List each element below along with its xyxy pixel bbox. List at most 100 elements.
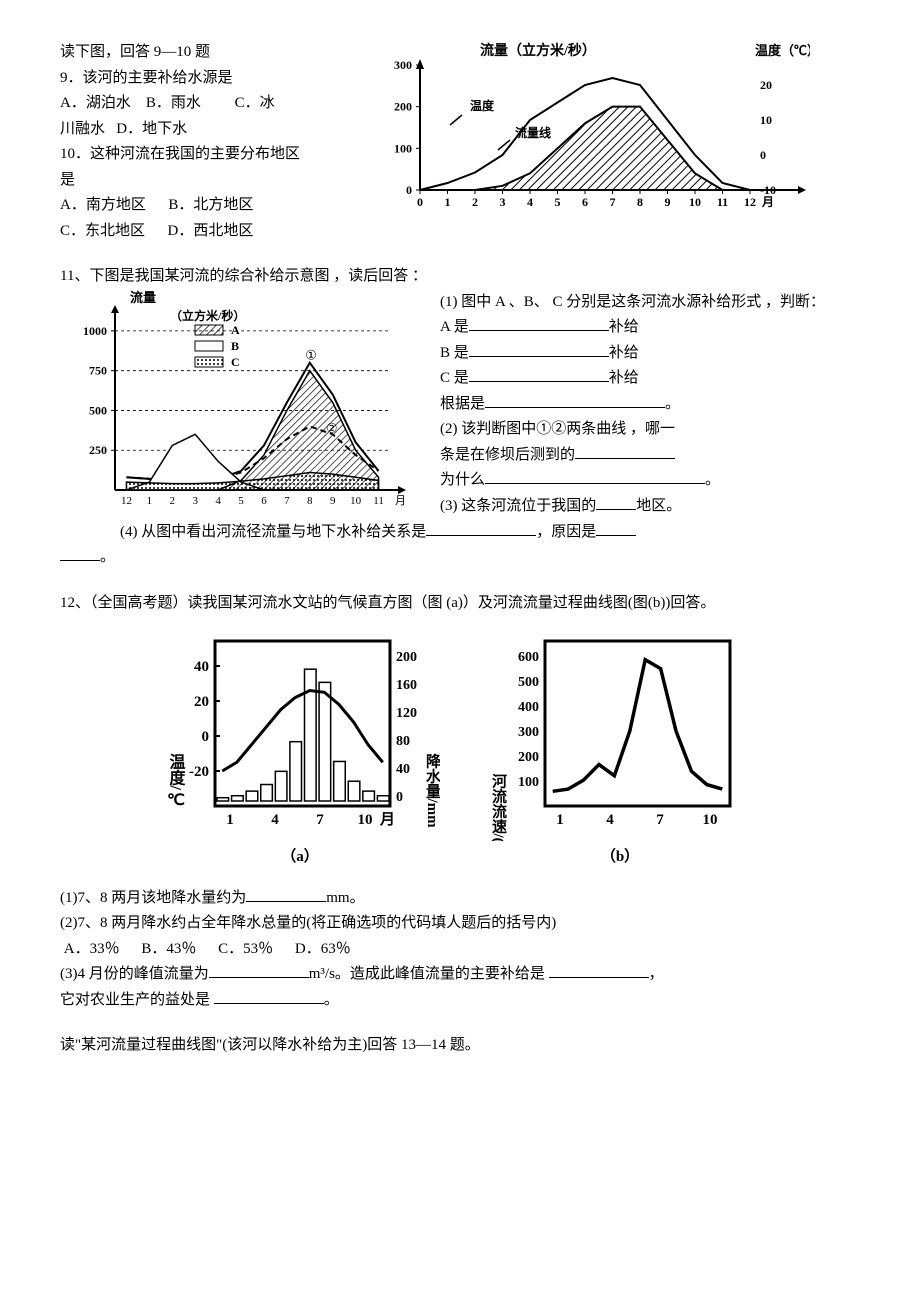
svg-text:河流流速/(m³·s⁻¹): 河流流速/(m³·s⁻¹)	[490, 773, 507, 841]
q11-sub2a: (2) 该判断图中①②两条曲线 ，哪一	[440, 417, 860, 443]
svg-text:11: 11	[717, 195, 728, 209]
q9-10-block: 读下图，回答 9—10 题 9．该河的主要补给水源是 A．湖泊水 B．雨水 C．…	[60, 40, 860, 244]
svg-text:11: 11	[373, 495, 384, 507]
svg-text:8: 8	[307, 495, 313, 507]
chart2-svg: 流量（立方米/秒）1000750500250121234567891011月AB…	[60, 290, 410, 520]
svg-text:160: 160	[396, 678, 417, 693]
fig-b-container: 河流流速/(m³·s⁻¹)60050040030020010014710 （b）	[480, 631, 760, 871]
q10-options-line1: A．南方地区 B．北方地区	[60, 193, 360, 219]
svg-text:10: 10	[760, 113, 772, 127]
q10-stem1: 10．这种河流在我国的主要分布地区	[60, 142, 360, 168]
q10-stem2: 是	[60, 168, 360, 194]
q10-optA: A．南方地区	[60, 197, 146, 213]
svg-text:降水量/mm: 降水量/mm	[424, 753, 440, 828]
q12-sub2: (2)7、8 两月降水约占全年降水总量的(将正确选项的代码填人题后的括号内)	[60, 911, 860, 937]
svg-text:100: 100	[518, 775, 539, 790]
q11-b-is: B 是	[440, 345, 469, 361]
period: 。	[705, 472, 720, 488]
svg-text:10: 10	[350, 495, 362, 507]
svg-text:0: 0	[396, 790, 403, 805]
svg-text:流量线: 流量线	[515, 125, 551, 140]
blank	[469, 315, 609, 331]
svg-text:1: 1	[226, 812, 234, 828]
svg-text:10: 10	[358, 812, 373, 828]
q11-sub3-line: (3) 这条河流位于我国的地区。	[440, 494, 860, 520]
q12-sub1: (1)7、8 两月该地降水量约为	[60, 890, 246, 906]
q12-sub3d-line: 它对农业生产的益处是 。	[60, 988, 860, 1014]
q12-sub3c: ，	[649, 966, 664, 982]
q10-optC: C．东北地区	[60, 223, 145, 239]
svg-text:40: 40	[396, 762, 410, 777]
svg-text:-20: -20	[189, 764, 209, 780]
period: 。	[100, 549, 115, 565]
q13-intro-block: 读"某河流量过程曲线图"(该河以降水补给为主)回答 13—14 题。	[60, 1033, 860, 1059]
svg-text:100: 100	[394, 141, 412, 155]
svg-text:4: 4	[271, 812, 279, 828]
svg-text:5: 5	[555, 195, 561, 209]
svg-text:0: 0	[406, 183, 412, 197]
svg-text:200: 200	[518, 750, 539, 765]
q11-sub2b-line: 条是在修坝后测到的	[440, 443, 860, 469]
period: 。	[665, 396, 680, 412]
svg-text:20: 20	[194, 694, 209, 710]
q11-a-line: A 是 补给	[440, 315, 860, 341]
svg-text:4: 4	[527, 195, 533, 209]
blank	[246, 886, 326, 902]
q9-optC: C．冰	[235, 95, 275, 111]
q13-intro: 读"某河流量过程曲线图"(该河以降水补给为主)回答 13—14 题。	[60, 1033, 860, 1059]
svg-text:7: 7	[610, 195, 616, 209]
svg-text:6: 6	[582, 195, 588, 209]
q9-optC2: 川融水	[60, 121, 105, 137]
q11-supply: 补给	[609, 345, 639, 361]
q12-sub3-line: (3)4 月份的峰值流量为m³/s。造成此峰值流量的主要补给是 ，	[60, 962, 860, 988]
q11-supply: 补给	[609, 319, 639, 335]
svg-text:（立方米/秒）: （立方米/秒）	[170, 308, 245, 323]
chart1-svg: 流量（立方米/秒）温度（℃）300200100020100-1001234567…	[380, 40, 810, 220]
q10-options-line2: C．东北地区 D．西北地区	[60, 219, 360, 245]
svg-text:9: 9	[665, 195, 671, 209]
svg-text:温度（℃）: 温度（℃）	[755, 43, 810, 58]
q11-tail-line: 。	[60, 545, 860, 571]
q9-stem: 9．该河的主要补给水源是	[60, 66, 360, 92]
period: 。	[324, 992, 339, 1008]
blank	[549, 962, 649, 978]
q12-intro: 12、（全国高考题）读我国某河流水文站的气候直方图（图 (a)）及河流流量过程曲…	[60, 591, 860, 617]
svg-text:8: 8	[637, 195, 643, 209]
svg-text:月: 月	[395, 495, 406, 507]
q12-block: 12、（全国高考题）读我国某河流水文站的气候直方图（图 (a)）及河流流量过程曲…	[60, 591, 860, 1014]
q11-sub4a: (4) 从图中看出河流径流量与地下水补给关系是	[120, 524, 426, 540]
q11-sub1: (1) 图中 A 、B、 C 分别是这条河流水源补给形式 ，判断：	[440, 290, 860, 316]
svg-text:C: C	[231, 355, 240, 369]
fig-a-label: （a）	[160, 845, 440, 871]
svg-text:①: ①	[305, 347, 317, 362]
q11-text: (1) 图中 A 、B、 C 分别是这条河流水源补给形式 ，判断： A 是补给 …	[440, 290, 860, 520]
svg-text:5: 5	[238, 495, 244, 507]
q11-sub4-line: (4) 从图中看出河流径流量与地下水补给关系是，原因是	[120, 520, 860, 546]
svg-text:0: 0	[417, 195, 423, 209]
chart1-container: 流量（立方米/秒）温度（℃）300200100020100-1001234567…	[380, 40, 860, 244]
q11-why-line: 为什么 。	[440, 468, 860, 494]
svg-text:300: 300	[518, 725, 539, 740]
q11-a-is: A 是	[440, 319, 469, 335]
blank	[469, 341, 609, 357]
svg-text:500: 500	[89, 403, 107, 417]
svg-text:6: 6	[261, 495, 267, 507]
q12-figures: 温度/℃40200-2020016012080400降水量/mm14710月 （…	[60, 631, 860, 871]
q11-block: 11、下图是我国某河流的综合补给示意图 ，读后回答 ： 流量（立方米/秒）100…	[60, 264, 860, 571]
q11-c-line: C 是补给	[440, 366, 860, 392]
svg-text:流量（立方米/秒）: 流量（立方米/秒）	[480, 42, 596, 59]
svg-text:80: 80	[396, 734, 410, 749]
q11-sub3: (3) 这条河流位于我国的	[440, 498, 596, 514]
q11-blank	[469, 366, 609, 382]
svg-text:10: 10	[703, 812, 718, 828]
q10-optB: B．北方地区	[168, 197, 253, 213]
q9-intro: 读下图，回答 9—10 题	[60, 40, 360, 66]
q11-why: 为什么	[440, 472, 485, 488]
svg-text:400: 400	[518, 700, 539, 715]
svg-text:②: ②	[326, 420, 338, 435]
q12-sub3a: (3)4 月份的峰值流量为	[60, 966, 209, 982]
blank	[575, 443, 675, 459]
q9-optA: A．湖泊水	[60, 95, 131, 111]
svg-text:3: 3	[192, 495, 198, 507]
svg-text:流量: 流量	[130, 290, 156, 305]
